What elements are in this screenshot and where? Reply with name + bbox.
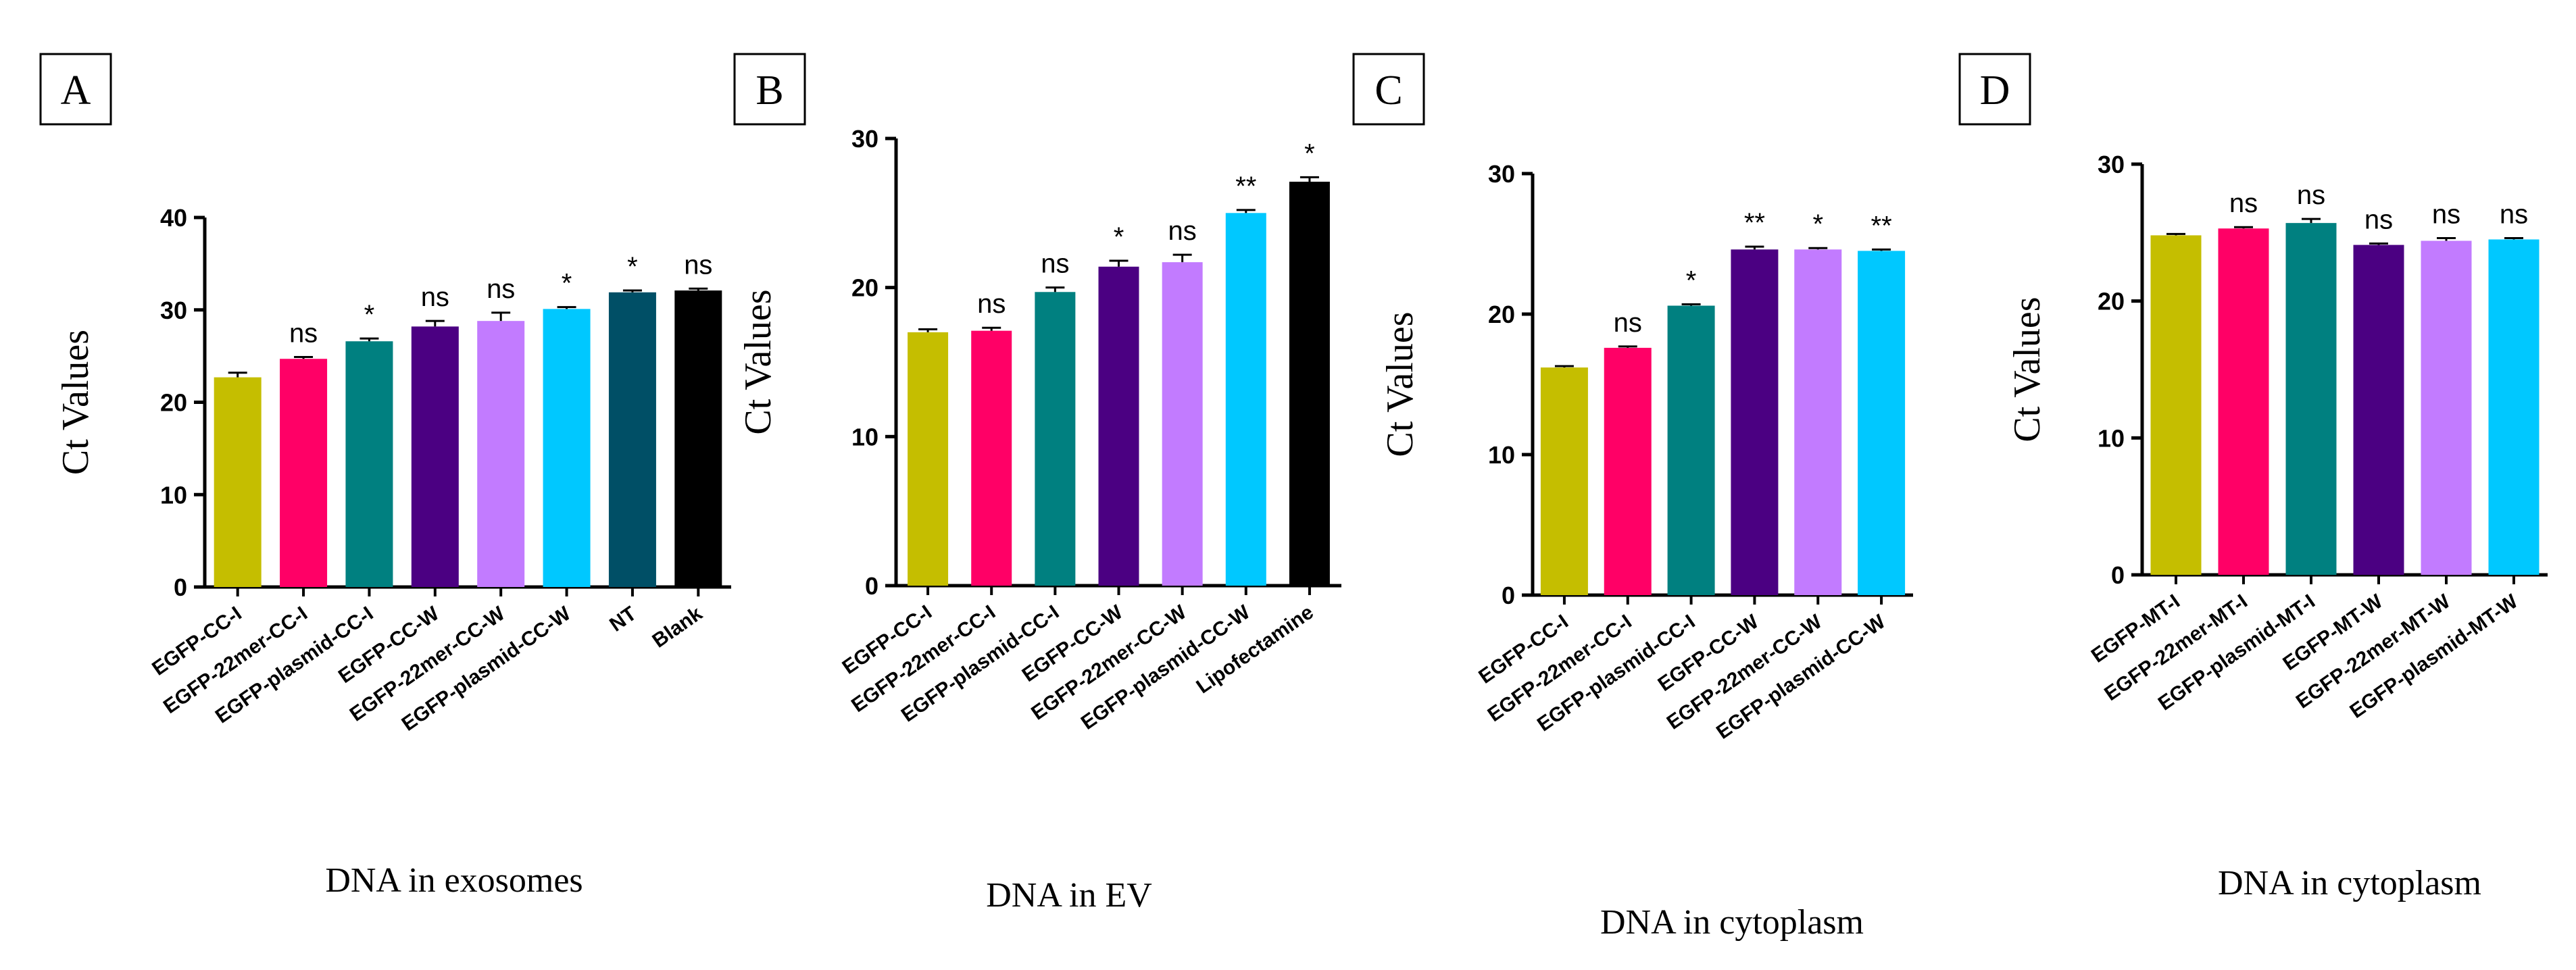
significance-label: ** bbox=[1744, 208, 1765, 238]
bar-2 bbox=[2218, 228, 2269, 576]
bar-7 bbox=[1289, 181, 1330, 586]
bar-3 bbox=[1035, 292, 1076, 586]
y-tick-label: 30 bbox=[851, 125, 878, 153]
significance-label: ns bbox=[289, 318, 318, 348]
y-axis-label: Ct Values bbox=[2006, 297, 2048, 442]
bar-5 bbox=[1794, 249, 1842, 595]
bar-2 bbox=[280, 359, 328, 587]
significance-label: ns bbox=[2297, 180, 2325, 210]
panel-label: B bbox=[756, 68, 783, 113]
y-tick-label: 0 bbox=[2111, 561, 2125, 589]
x-axis-label: DNA in EV bbox=[986, 876, 1152, 915]
y-tick-label: 10 bbox=[1488, 441, 1515, 469]
significance-label: ns bbox=[977, 289, 1006, 319]
y-tick-label: 10 bbox=[851, 423, 878, 451]
significance-label: ns bbox=[1614, 308, 1642, 338]
significance-label: ns bbox=[1168, 216, 1197, 246]
y-tick-label: 30 bbox=[1488, 160, 1515, 188]
y-tick-label: 30 bbox=[160, 297, 187, 324]
panel-label: A bbox=[61, 68, 91, 113]
bar-1 bbox=[2150, 235, 2202, 575]
y-tick-label: 20 bbox=[160, 389, 187, 417]
bar-6 bbox=[543, 309, 591, 587]
bar-3 bbox=[2285, 223, 2337, 575]
y-tick-label: 20 bbox=[851, 274, 878, 302]
bar-4 bbox=[1098, 266, 1139, 586]
x-axis-label: DNA in exosomes bbox=[325, 861, 583, 900]
bar-7 bbox=[608, 292, 656, 587]
y-axis-label: Ct Values bbox=[55, 330, 97, 475]
panel-label-box bbox=[39, 53, 112, 126]
bar-3 bbox=[1667, 305, 1715, 595]
y-tick-label: 10 bbox=[160, 481, 187, 509]
bar-6 bbox=[1225, 213, 1266, 586]
significance-label: ns bbox=[1041, 249, 1069, 279]
bar-4 bbox=[1731, 249, 1779, 595]
significance-label: ns bbox=[2364, 205, 2393, 235]
x-axis-label: DNA in cytoplasm bbox=[2218, 864, 2481, 902]
significance-label: ns bbox=[421, 282, 449, 312]
x-tick-label: NT bbox=[605, 603, 641, 636]
panel-label-box bbox=[733, 53, 806, 126]
y-tick-label: 30 bbox=[2098, 151, 2125, 178]
bar-6 bbox=[1858, 251, 1906, 595]
significance-label: ns bbox=[2500, 199, 2528, 229]
significance-label: * bbox=[1114, 222, 1124, 252]
significance-label: * bbox=[364, 300, 375, 330]
significance-label: * bbox=[562, 269, 572, 299]
y-tick-label: 20 bbox=[2098, 288, 2125, 315]
bar-3 bbox=[345, 341, 393, 587]
y-tick-label: 0 bbox=[174, 573, 187, 601]
bar-4 bbox=[411, 326, 459, 587]
panel-label: C bbox=[1374, 68, 1402, 113]
significance-label: * bbox=[627, 252, 638, 282]
significance-label: * bbox=[1304, 138, 1315, 168]
bar-5 bbox=[1162, 262, 1203, 586]
y-tick-label: 0 bbox=[865, 572, 878, 600]
panel-label: D bbox=[1980, 68, 2010, 113]
y-tick-label: 10 bbox=[2098, 424, 2125, 452]
bar-6 bbox=[2488, 239, 2540, 575]
bar-2 bbox=[971, 330, 1012, 586]
panel-label-box bbox=[1958, 53, 2031, 126]
bar-1 bbox=[1540, 367, 1588, 595]
y-axis-label: Ct Values bbox=[737, 289, 779, 434]
bar-1 bbox=[214, 377, 262, 587]
significance-label: ** bbox=[1871, 211, 1892, 240]
significance-label: * bbox=[1812, 209, 1823, 239]
bar-1 bbox=[908, 332, 949, 586]
significance-label: ns bbox=[2432, 199, 2460, 229]
bar-5 bbox=[477, 321, 525, 587]
y-axis-label: Ct Values bbox=[1379, 311, 1421, 457]
significance-label: ** bbox=[1235, 172, 1256, 201]
x-tick-label: Lipofectamine bbox=[1192, 601, 1318, 698]
x-axis-label: DNA in cytoplasm bbox=[1600, 903, 1864, 942]
bar-8 bbox=[674, 290, 722, 587]
y-tick-label: 0 bbox=[1502, 582, 1515, 609]
significance-label: ns bbox=[2229, 188, 2258, 218]
panel-label-box bbox=[1352, 53, 1425, 126]
significance-label: ns bbox=[684, 250, 712, 280]
x-tick-label: Blank bbox=[648, 603, 706, 653]
bar-4 bbox=[2353, 245, 2404, 575]
bar-2 bbox=[1604, 347, 1652, 595]
significance-label: * bbox=[1686, 265, 1697, 295]
bar-5 bbox=[2421, 240, 2472, 575]
y-tick-label: 40 bbox=[160, 204, 187, 232]
significance-label: ns bbox=[487, 274, 515, 304]
y-tick-label: 20 bbox=[1488, 301, 1515, 328]
